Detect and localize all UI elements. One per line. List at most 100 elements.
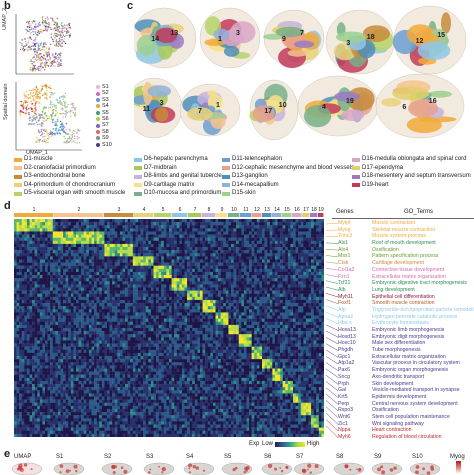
heatmap-cell xyxy=(233,228,237,232)
heatmap-cell xyxy=(282,281,286,285)
heatmap-cell xyxy=(81,259,84,263)
heatmap-cell xyxy=(37,237,41,241)
umap-domain-point xyxy=(44,142,47,144)
heatmap-cell xyxy=(73,256,77,260)
heatmap-cell xyxy=(218,231,221,235)
heatmap-cell xyxy=(231,290,234,294)
heatmap-cell xyxy=(83,268,87,273)
heatmap-cell xyxy=(318,259,322,263)
heatmap-cell xyxy=(42,237,46,241)
heatmap-cell xyxy=(65,271,69,276)
umap-domain-point xyxy=(71,107,73,109)
heatmap-cell xyxy=(192,256,196,260)
heatmap-cell xyxy=(264,240,268,245)
umap-sample-point xyxy=(29,69,31,71)
umap-sample-point xyxy=(37,34,39,36)
heatmap-cell xyxy=(290,290,294,294)
heatmap-cell xyxy=(269,256,273,260)
heatmap-cell xyxy=(200,219,203,223)
heatmap-cell xyxy=(86,228,90,232)
heatmap-cell xyxy=(161,281,165,285)
umap-domain-point xyxy=(32,92,34,94)
heatmap-cell xyxy=(14,275,17,279)
heatmap-cell xyxy=(267,225,270,229)
heatmap-cell xyxy=(143,287,146,291)
heatmap-cell xyxy=(187,284,190,288)
heatmap-cell xyxy=(225,262,229,266)
heatmap-cell xyxy=(104,247,108,251)
heatmap-cell xyxy=(192,293,196,298)
heatmap-cell xyxy=(251,287,255,291)
heatmap-cell xyxy=(321,309,325,313)
heatmap-cell xyxy=(156,259,159,263)
heatmap-cell xyxy=(233,240,237,245)
heatmap-cell xyxy=(238,284,242,288)
heatmap-cell xyxy=(101,278,105,282)
heatmap-cell xyxy=(218,240,221,245)
heatmap-cell xyxy=(86,284,90,288)
umap-domain-point xyxy=(43,97,46,99)
heatmap-cell xyxy=(259,296,263,301)
heatmap-cell xyxy=(127,256,131,260)
umap-sample-point xyxy=(40,64,42,66)
umap-sample-point xyxy=(46,61,49,64)
heatmap-cell xyxy=(140,234,144,238)
heatmap-cell xyxy=(26,262,30,266)
heatmap-cell xyxy=(238,240,242,245)
heatmap-cell xyxy=(76,281,79,285)
umap-domain-point xyxy=(71,110,73,112)
heatmap-cell xyxy=(212,222,216,226)
heatmap-cell xyxy=(223,228,227,232)
heatmap-cell xyxy=(287,240,291,245)
heatmap-cell xyxy=(272,250,276,254)
heatmap-cell xyxy=(166,256,170,260)
umap-sample-point xyxy=(61,42,63,44)
domain-legend-label: D2-craniofacial primordium xyxy=(24,164,96,171)
heatmap-cell xyxy=(161,237,165,241)
heatmap-cell xyxy=(287,250,291,254)
heatmap-cell xyxy=(78,278,82,282)
heatmap-cell xyxy=(233,278,237,282)
heatmap-cell xyxy=(73,247,77,251)
heatmap-cell xyxy=(76,231,79,235)
heatmap-cell xyxy=(156,231,159,235)
heatmap-cell xyxy=(14,219,17,223)
heatmap-cell xyxy=(156,262,159,266)
heatmap-cell xyxy=(140,237,144,241)
umap-sample-point xyxy=(50,28,52,30)
heatmap-cell xyxy=(57,268,61,273)
heatmap-cell xyxy=(298,259,301,263)
heatmap-cell xyxy=(316,265,320,270)
heatmap-cell xyxy=(130,281,134,285)
domain-legend-label: D1-muscle xyxy=(24,156,53,162)
sample-legend-item: S9 xyxy=(96,135,122,141)
heatmap-cell xyxy=(264,259,268,263)
heatmap-cell xyxy=(68,262,72,266)
umap-domain-point xyxy=(44,130,47,133)
heatmap-cell xyxy=(249,268,252,273)
heatmap-cell xyxy=(127,287,131,291)
heatmap-cell xyxy=(32,237,35,241)
heatmap-cell xyxy=(34,262,38,266)
sample-legend-item: S6 xyxy=(96,116,122,122)
tissue-section: 97 xyxy=(263,9,325,69)
heatmap-cell xyxy=(176,275,180,279)
heatmap-cell xyxy=(161,259,165,263)
heatmap-cell xyxy=(243,278,247,282)
heatmap-cell xyxy=(169,219,172,223)
heatmap-cell xyxy=(300,250,304,254)
umap-domain-point xyxy=(43,129,46,131)
heatmap-cell xyxy=(57,284,61,288)
heatmap-cell xyxy=(21,219,25,223)
heatmap-cell xyxy=(86,253,90,257)
heatmap-cell xyxy=(83,228,87,232)
heatmap-cell xyxy=(215,253,219,257)
umap-domain-point xyxy=(52,108,54,111)
heatmap-cell xyxy=(166,219,170,223)
heatmap-cell xyxy=(218,299,221,304)
heatmap-cell xyxy=(99,284,103,288)
umap-domain-point xyxy=(41,135,44,138)
umap-sample-point xyxy=(56,41,58,43)
heatmap-cell xyxy=(76,237,79,241)
umap-sample-point xyxy=(67,31,69,33)
